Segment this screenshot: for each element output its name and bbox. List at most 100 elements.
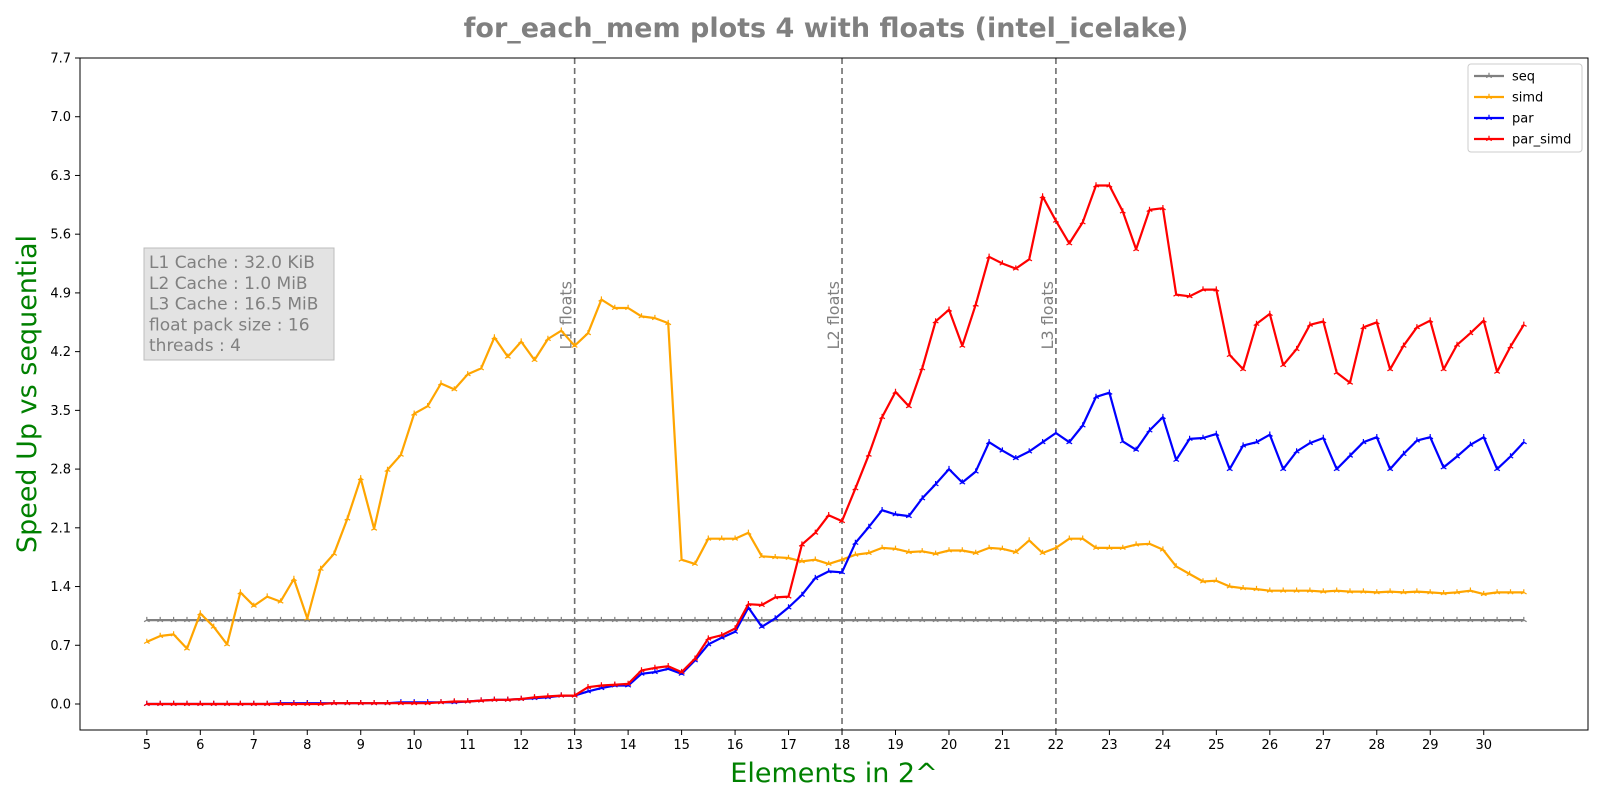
data-point (691, 616, 699, 623)
data-point (651, 616, 658, 623)
data-point (999, 616, 1006, 623)
data-point (317, 565, 324, 572)
data-point (1520, 439, 1527, 445)
data-point (1226, 616, 1233, 623)
x-tick-label: 9 (357, 738, 365, 753)
cache-marker-label: L1 floats (557, 281, 576, 349)
data-point (357, 616, 364, 623)
data-point (1173, 291, 1180, 297)
info-box-line: L2 Cache : 1.0 MiB (149, 274, 308, 294)
data-point (838, 556, 846, 562)
data-point (1293, 345, 1300, 352)
x-tick-label: 5 (143, 738, 151, 753)
data-point (1280, 465, 1287, 472)
data-point (732, 535, 739, 541)
x-tick-label: 13 (566, 738, 583, 753)
data-point (1413, 324, 1420, 330)
data-point (825, 568, 832, 574)
data-point (558, 616, 565, 623)
data-point (972, 616, 979, 623)
data-point (397, 616, 404, 623)
x-tick-label: 27 (1315, 738, 1332, 753)
data-point (772, 554, 779, 560)
data-point (491, 334, 498, 340)
data-point (1133, 541, 1140, 547)
data-point (1226, 583, 1233, 589)
data-point (1213, 616, 1220, 623)
data-point (1333, 587, 1340, 593)
y-tick-label: 2.1 (50, 521, 71, 536)
x-tick-label: 22 (1048, 738, 1065, 753)
data-point (518, 695, 525, 702)
x-tick-label: 19 (887, 738, 904, 753)
y-tick-label: 7.0 (50, 110, 71, 125)
data-point (584, 688, 592, 694)
data-point (1199, 286, 1207, 292)
data-point (1373, 616, 1380, 623)
data-point (758, 623, 765, 629)
data-point (1520, 321, 1527, 327)
data-point (504, 696, 511, 702)
legend-marker (1485, 93, 1493, 100)
data-point (879, 507, 886, 513)
data-point (959, 342, 966, 348)
y-tick-label: 3.5 (50, 404, 71, 419)
data-point (1240, 585, 1247, 591)
data-point (678, 556, 685, 562)
data-point (838, 569, 846, 575)
data-point (758, 553, 765, 559)
plot-frame (79, 57, 1589, 731)
data-point (571, 616, 578, 623)
data-point (1360, 588, 1367, 594)
x-tick-label: 11 (459, 738, 476, 753)
data-point (651, 668, 658, 675)
data-point (772, 615, 779, 621)
data-point (183, 616, 191, 623)
data-point (1092, 616, 1100, 623)
data-point (705, 641, 712, 647)
data-point (879, 413, 886, 420)
data-point (1494, 616, 1501, 623)
data-point (665, 319, 672, 326)
data-point (852, 539, 859, 546)
data-point (224, 616, 231, 623)
data-point (1400, 589, 1407, 595)
data-point (571, 692, 578, 698)
data-point (1066, 240, 1073, 246)
data-point (1306, 616, 1313, 623)
legend-item: par (1474, 112, 1534, 127)
data-point (678, 616, 685, 623)
data-point (1079, 535, 1086, 541)
data-point (919, 548, 926, 554)
data-point (424, 700, 431, 706)
data-point (798, 541, 805, 547)
x-axis-label: Elements in 2^ (730, 758, 937, 789)
x-axis-ticks: 5 6 7 8 9 10 11 12 13 14 15 16 17 18 19 20 21 22 23 24 25 26 2… (143, 730, 1492, 753)
data-point (1146, 616, 1153, 623)
y-tick-label: 4.2 (50, 345, 71, 360)
cache-marker-label: L2 floats (824, 281, 843, 349)
data-point (1453, 341, 1461, 348)
legend-marker (1485, 114, 1493, 121)
data-point (1079, 219, 1086, 225)
data-point (1106, 616, 1113, 623)
data-point (1213, 286, 1220, 292)
data-point (1293, 448, 1300, 454)
data-point (1039, 549, 1046, 556)
data-point (1092, 544, 1100, 551)
data-point (1173, 456, 1180, 463)
y-tick-label: 0.7 (50, 639, 71, 654)
data-point (1266, 616, 1273, 623)
data-point (183, 700, 191, 707)
data-point (397, 451, 404, 457)
data-point (625, 680, 632, 687)
data-point (838, 517, 846, 524)
data-point (945, 465, 953, 472)
data-point (1400, 616, 1407, 623)
x-tick-label: 12 (513, 738, 530, 753)
data-point (959, 547, 966, 553)
data-point (932, 616, 939, 623)
data-point (1280, 616, 1287, 623)
x-tick-label: 10 (406, 738, 423, 753)
data-point (1159, 205, 1166, 211)
